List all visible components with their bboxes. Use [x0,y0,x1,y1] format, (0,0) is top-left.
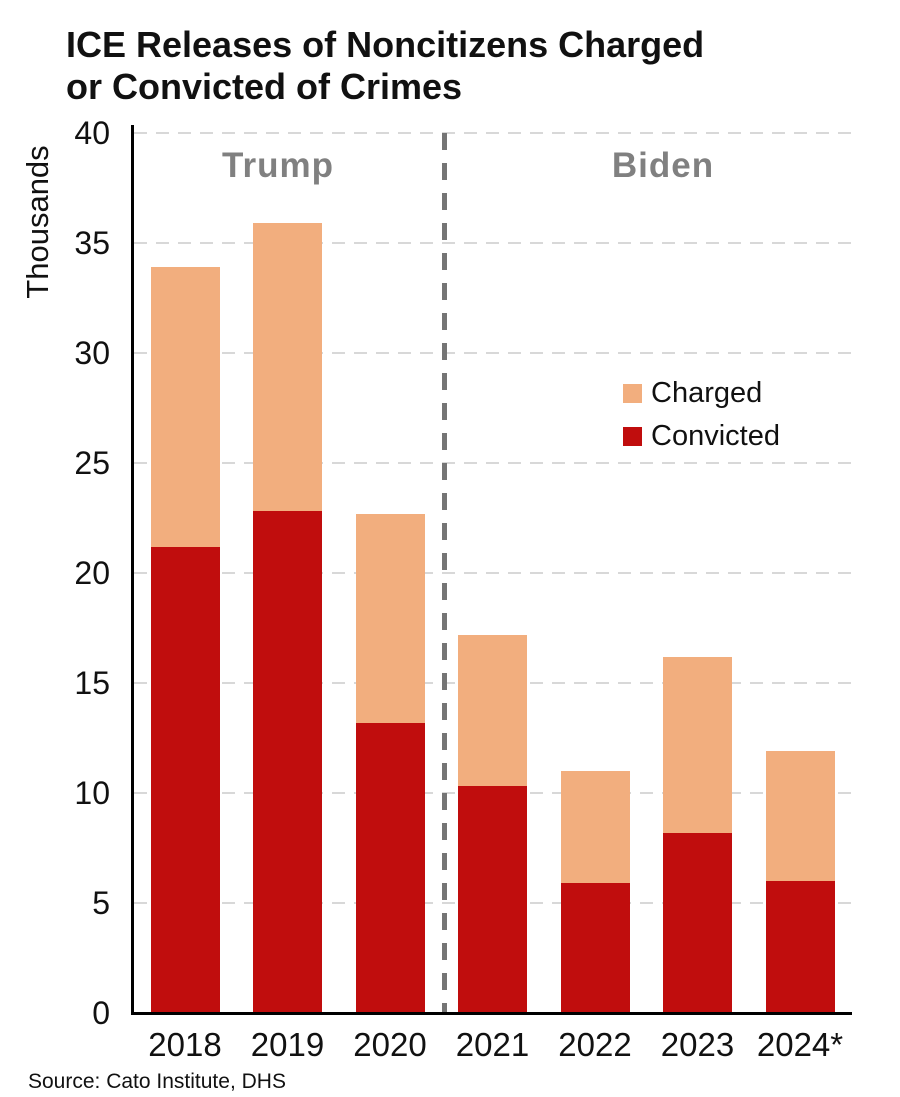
y-tick-label-5: 5 [92,885,110,921]
x-tick-label-2022: 2022 [558,1026,632,1063]
y-tick-label-30: 30 [74,335,110,371]
legend-item-convicted: Convicted [623,420,780,453]
bar-convicted-2018 [150,546,220,1013]
x-tick-label-2020: 2020 [353,1026,427,1063]
x-axis-line [131,1012,852,1015]
era-label-biden: Biden [611,146,715,185]
y-axis-line [131,125,134,1014]
legend-item-charged: Charged [623,377,780,410]
gridline-25 [134,462,852,464]
bar-convicted-2019 [253,511,322,1013]
x-tick-label-2019: 2019 [250,1026,325,1063]
y-tick-label-10: 10 [74,775,110,811]
legend-label-convicted: Convicted [651,420,780,452]
convicted-swatch-icon [623,427,642,446]
page-title: ICE Releases of Noncitizens Charged or C… [66,24,704,108]
bar-charged-2020 [355,513,425,723]
bar-charged-2018 [150,267,220,547]
legend: Charged Convicted [623,377,780,453]
y-tick-label-40: 40 [74,115,110,151]
gridline-40 [134,132,852,134]
source-note: Source: Cato Institute, DHS [28,1070,286,1093]
bar-charged-2019 [253,223,322,512]
bar-convicted-2020 [355,722,425,1013]
gridline-35 [134,242,852,244]
gridline-30 [134,352,852,354]
bar-convicted-2022 [560,883,630,1013]
bar-charged-2023 [663,656,732,833]
bar-charged-2021 [458,634,527,787]
bar-convicted-2023 [663,832,732,1013]
y-tick-label-0: 0 [92,995,110,1031]
bar-convicted-2021 [458,786,527,1013]
era-divider [442,133,447,1012]
x-tick-label-2024*: 2024* [756,1026,844,1063]
bar-charged-2022 [560,771,630,884]
gridline-20 [134,572,852,574]
x-tick-label-2023: 2023 [660,1026,735,1063]
legend-label-charged: Charged [651,377,763,409]
y-axis-title: Thousands [20,145,55,299]
y-tick-label-20: 20 [74,555,110,591]
bar-convicted-2024* [765,881,835,1013]
x-tick-label-2021: 2021 [455,1026,530,1063]
era-label-trump: Trump [222,146,334,185]
charged-swatch-icon [623,384,642,403]
y-tick-label-25: 25 [74,445,110,481]
y-tick-label-15: 15 [74,665,110,701]
y-tick-label-35: 35 [74,225,110,261]
page-title-line2: or Convicted of Crimes [66,66,463,107]
page-title-line1: ICE Releases of Noncitizens Charged [66,24,705,65]
x-tick-label-2018: 2018 [148,1026,222,1063]
bar-charged-2024* [765,751,835,881]
